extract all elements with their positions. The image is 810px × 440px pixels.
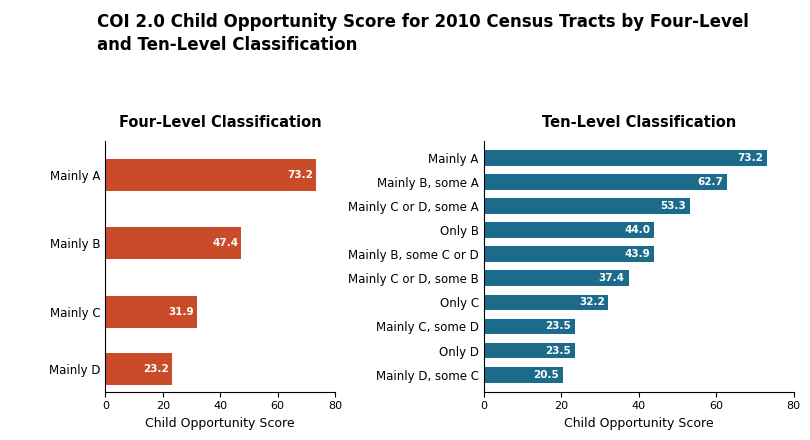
Text: 37.4: 37.4 — [599, 273, 625, 283]
Bar — [484, 367, 563, 382]
Bar — [484, 246, 654, 262]
Text: 47.4: 47.4 — [212, 238, 239, 249]
Text: 73.2: 73.2 — [287, 170, 313, 180]
Bar — [484, 198, 690, 214]
Bar — [484, 222, 654, 238]
X-axis label: Child Opportunity Score: Child Opportunity Score — [145, 417, 295, 430]
Text: 31.9: 31.9 — [168, 307, 194, 317]
Text: 44.0: 44.0 — [625, 225, 650, 235]
Text: 23.2: 23.2 — [143, 364, 169, 374]
Text: 20.5: 20.5 — [534, 370, 559, 380]
Bar — [484, 150, 767, 165]
Text: COI 2.0 Child Opportunity Score for 2010 Census Tracts by Four-Level
and Ten-Lev: COI 2.0 Child Opportunity Score for 2010… — [97, 13, 749, 54]
Bar — [105, 227, 241, 259]
Text: 62.7: 62.7 — [697, 177, 723, 187]
Text: 23.5: 23.5 — [545, 322, 571, 331]
Text: 23.5: 23.5 — [545, 345, 571, 356]
X-axis label: Child Opportunity Score: Child Opportunity Score — [564, 417, 714, 430]
Bar — [105, 296, 197, 328]
Bar — [105, 159, 316, 191]
Text: 43.9: 43.9 — [625, 249, 650, 259]
Bar — [484, 271, 629, 286]
Title: Four-Level Classification: Four-Level Classification — [119, 115, 322, 130]
Bar — [484, 319, 575, 334]
Text: 73.2: 73.2 — [738, 153, 764, 163]
Title: Ten-Level Classification: Ten-Level Classification — [542, 115, 735, 130]
Text: 32.2: 32.2 — [579, 297, 604, 308]
Text: 53.3: 53.3 — [661, 201, 686, 211]
Bar — [484, 343, 575, 359]
Bar — [105, 353, 172, 385]
Bar — [484, 174, 727, 190]
Bar — [484, 294, 608, 310]
